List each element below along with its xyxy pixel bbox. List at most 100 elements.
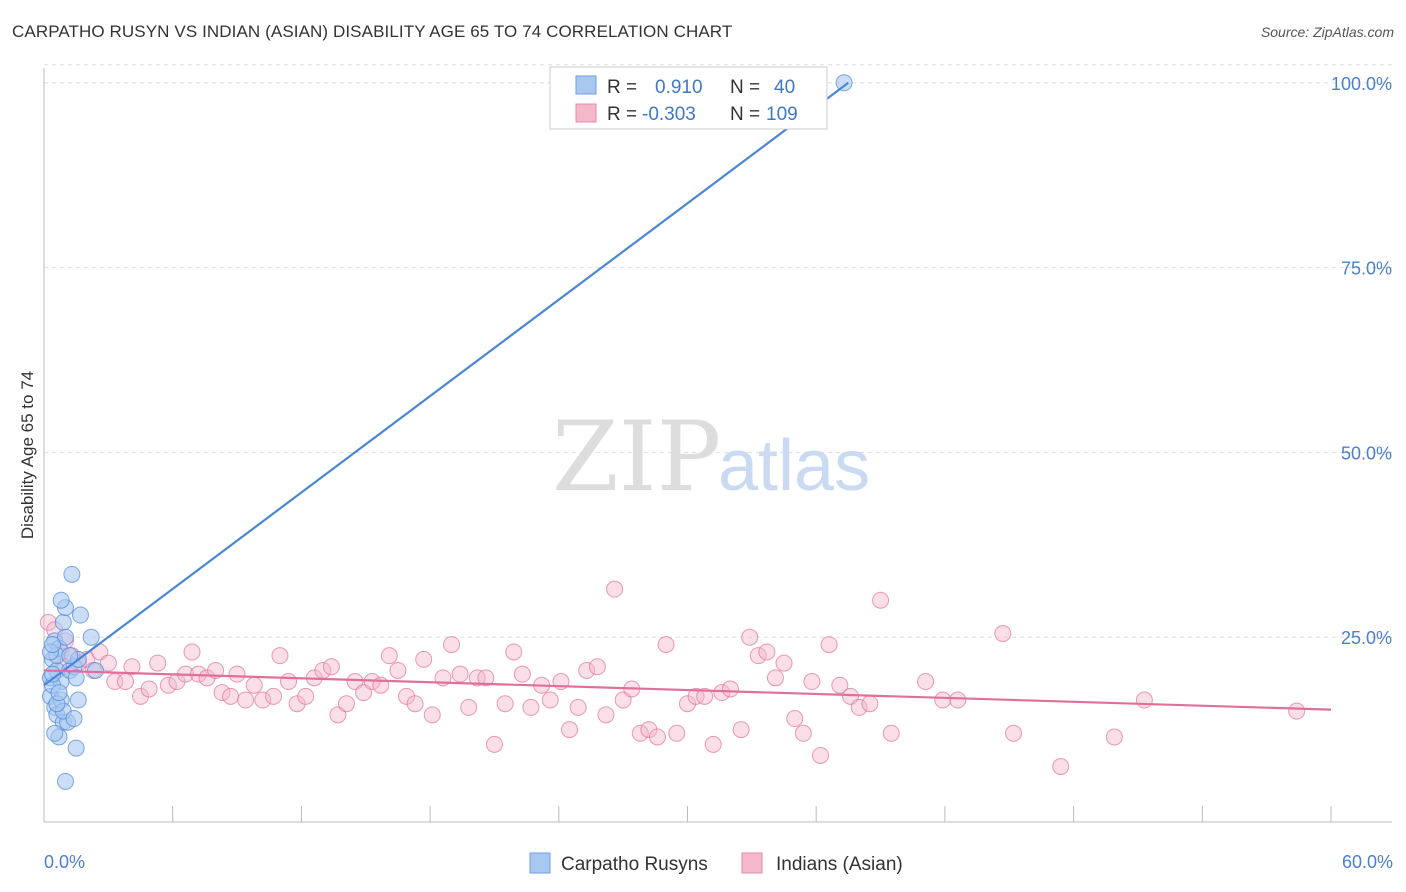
indian-point — [732, 721, 750, 739]
bottom-legend-label-carpatho: Carpatho Rusyns — [561, 854, 708, 875]
indian-point — [485, 735, 503, 753]
indian-point — [406, 695, 424, 713]
correlation-legend: R = 0.910 N = 40 R = -0.303 N = 109 — [549, 66, 828, 130]
trend-lines — [43, 81, 1332, 711]
carpatho-point — [71, 606, 89, 624]
carpatho-point — [56, 628, 74, 646]
carpatho-point — [46, 724, 64, 742]
y-axis-title: Disability Age 65 to 74 — [18, 371, 37, 539]
indian-point — [380, 647, 398, 665]
indian-point — [443, 636, 461, 654]
carpatho-trend-line — [43, 81, 850, 687]
legend-n-label: N = — [730, 104, 760, 125]
carpatho-point — [44, 636, 62, 654]
indian-point — [631, 724, 649, 742]
carpatho-point — [67, 669, 85, 687]
y-tick-label: 100.0% — [1331, 74, 1392, 94]
carpatho-point — [65, 710, 83, 728]
carpatho-point — [67, 739, 85, 757]
series-legend: Carpatho Rusyns Indians (Asian) — [529, 852, 903, 875]
indian-point — [280, 673, 298, 691]
indian-trend-line — [43, 669, 1332, 711]
indian-point — [1052, 758, 1070, 776]
indian-point — [831, 676, 849, 694]
carpatho-point — [61, 647, 79, 665]
carpatho-point — [82, 628, 100, 646]
bottom-legend-swatch-carpatho — [529, 852, 551, 874]
indian-point — [872, 591, 890, 609]
y-tick-label: 25.0% — [1341, 628, 1392, 648]
indian-point — [687, 687, 705, 705]
indian-point — [254, 691, 272, 709]
indian-point — [882, 724, 900, 742]
indian-point — [721, 680, 739, 698]
indian-point — [741, 628, 759, 646]
indian-point — [578, 661, 596, 679]
indian-point — [861, 695, 879, 713]
indian-point — [648, 728, 666, 746]
indian-point — [237, 691, 255, 709]
indian-point — [766, 669, 784, 687]
legend-n-value: 109 — [766, 104, 798, 125]
legend-r-label: R = — [607, 77, 637, 98]
indian-point — [949, 691, 967, 709]
indian-point — [668, 724, 686, 742]
chart-title: CARPATHO RUSYN VS INDIAN (ASIAN) DISABIL… — [12, 22, 733, 41]
indian-point — [183, 643, 201, 661]
indian-point — [496, 695, 514, 713]
indian-point — [522, 698, 540, 716]
indian-point — [640, 721, 658, 739]
indian-point — [228, 665, 246, 683]
indian-point — [99, 654, 117, 672]
carpatho-point — [52, 591, 70, 609]
indian-point — [775, 654, 793, 672]
indian-point — [811, 746, 829, 764]
legend-n-label: N = — [730, 77, 760, 98]
carpatho-point — [69, 691, 87, 709]
indian-point — [803, 673, 821, 691]
indian-point — [541, 691, 559, 709]
bottom-legend-label-indian: Indians (Asian) — [776, 854, 903, 875]
indian-point — [198, 669, 216, 687]
indian-point — [132, 687, 150, 705]
indian-point — [679, 695, 696, 713]
x-tick-label: 60.0% — [1342, 852, 1393, 872]
carpatho-point — [63, 565, 81, 583]
indian-point — [704, 735, 722, 753]
indian-point — [222, 687, 240, 705]
indian-point — [213, 684, 231, 702]
indian-point — [451, 665, 469, 683]
indian-point — [713, 684, 731, 702]
indian-point — [657, 636, 675, 654]
indian-point — [597, 706, 615, 724]
indian-point — [934, 691, 952, 709]
y-tick-label: 75.0% — [1341, 259, 1392, 279]
legend-r-label: R = — [607, 104, 637, 125]
carpatho-point — [50, 684, 68, 702]
indian-point — [423, 706, 441, 724]
indian-point — [794, 724, 812, 742]
axis-labels: 25.0% 50.0% 75.0% 100.0% 0.0% 60.0% — [44, 74, 1393, 872]
indian-point — [398, 687, 416, 705]
indian-point — [820, 636, 838, 654]
legend-swatch-indian — [575, 103, 597, 123]
indian-point — [505, 643, 523, 661]
indian-point — [1135, 691, 1153, 709]
indian-point — [850, 698, 868, 716]
indian-point — [606, 580, 624, 598]
legend-r-value: 0.910 — [655, 77, 703, 98]
indian-point — [149, 654, 167, 672]
indian-point — [917, 673, 935, 691]
indian-point — [265, 687, 283, 705]
indian-point — [786, 710, 804, 728]
y-tick-label: 50.0% — [1341, 443, 1392, 463]
indian-point — [245, 676, 263, 694]
indian-point — [758, 643, 776, 661]
indian-point — [569, 698, 587, 716]
carpatho-point — [54, 613, 72, 631]
indian-point — [297, 687, 315, 705]
indian-point — [288, 695, 306, 713]
indian-point — [271, 647, 289, 665]
indian-point — [460, 698, 478, 716]
